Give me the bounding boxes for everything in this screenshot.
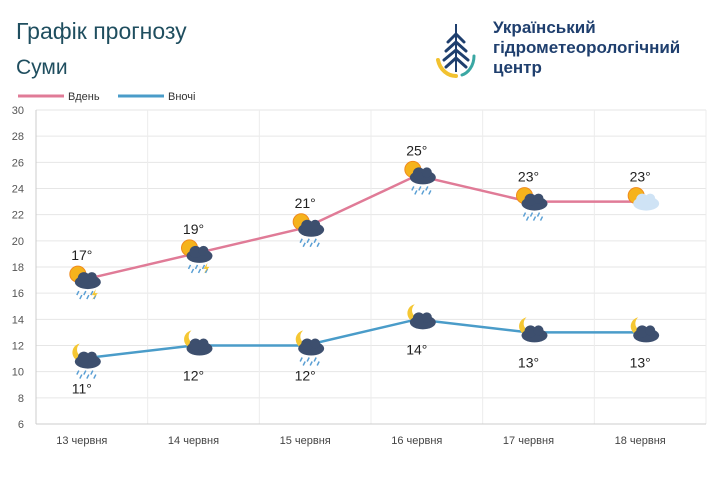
x-tick-label: 18 червня [615, 435, 666, 447]
city-name: Суми [16, 56, 68, 79]
x-tick-label: 17 червня [503, 435, 554, 447]
hydromet-logo-icon [436, 24, 476, 78]
y-tick-label: 16 [12, 288, 24, 300]
data-label-night: 11° [72, 381, 92, 397]
y-tick-label: 24 [12, 184, 24, 196]
x-tick-label: 13 червня [56, 435, 107, 447]
org-line-2: гідрометеорологічний [493, 38, 681, 57]
series-line-day [81, 174, 641, 282]
org-line-1: Український [493, 18, 596, 37]
chart-title: Графік прогнозу [16, 18, 187, 44]
sun-cloud-rain-icon [292, 213, 325, 248]
y-tick-label: 30 [12, 105, 24, 117]
sun-cloud-rain-icon [404, 160, 436, 195]
data-label-night: 14° [406, 341, 427, 357]
moon-cloud-rain-icon [72, 343, 101, 379]
y-tick-label: 26 [12, 157, 24, 169]
moon-cloud-rain-icon [295, 330, 325, 366]
legend-label: Вночі [168, 91, 195, 103]
data-label-day: 19° [183, 221, 204, 237]
data-label-night: 12° [183, 368, 204, 384]
y-tick-label: 8 [18, 393, 24, 405]
data-label-day: 25° [406, 142, 427, 158]
data-label-night: 13° [518, 354, 539, 370]
y-tick-label: 22 [12, 210, 24, 222]
x-tick-label: 16 червня [391, 435, 442, 447]
y-tick-label: 20 [12, 236, 24, 248]
data-label-night: 12° [295, 368, 316, 384]
series-line-night [81, 318, 641, 360]
y-tick-label: 28 [12, 131, 24, 143]
sun-light-cloud-icon [627, 187, 660, 211]
y-tick-label: 6 [18, 419, 24, 431]
legend-label: Вдень [68, 91, 100, 103]
sun-cloud-rain-icon [516, 187, 548, 221]
y-tick-label: 10 [12, 367, 24, 379]
moon-cloud-icon [519, 317, 548, 343]
sun-cloud-rain-thunder-icon [181, 239, 213, 274]
x-tick-label: 14 червня [168, 435, 219, 447]
sun-cloud-rain-thunder-icon [69, 265, 101, 301]
moon-cloud-icon [184, 330, 213, 356]
moon-cloud-icon [407, 304, 436, 330]
moon-cloud-icon [630, 317, 660, 343]
y-tick-label: 12 [12, 341, 24, 353]
data-label-day: 23° [630, 169, 651, 185]
data-label-day: 21° [295, 195, 316, 211]
organization-name: Український гідрометеорологічний центр [493, 18, 680, 78]
data-label-night: 13° [630, 354, 651, 370]
x-tick-label: 15 червня [280, 435, 331, 447]
y-tick-label: 14 [12, 314, 24, 326]
data-label-day: 17° [71, 247, 92, 263]
y-tick-label: 18 [12, 262, 24, 274]
data-label-day: 23° [518, 169, 539, 185]
org-line-3: центр [493, 58, 542, 77]
